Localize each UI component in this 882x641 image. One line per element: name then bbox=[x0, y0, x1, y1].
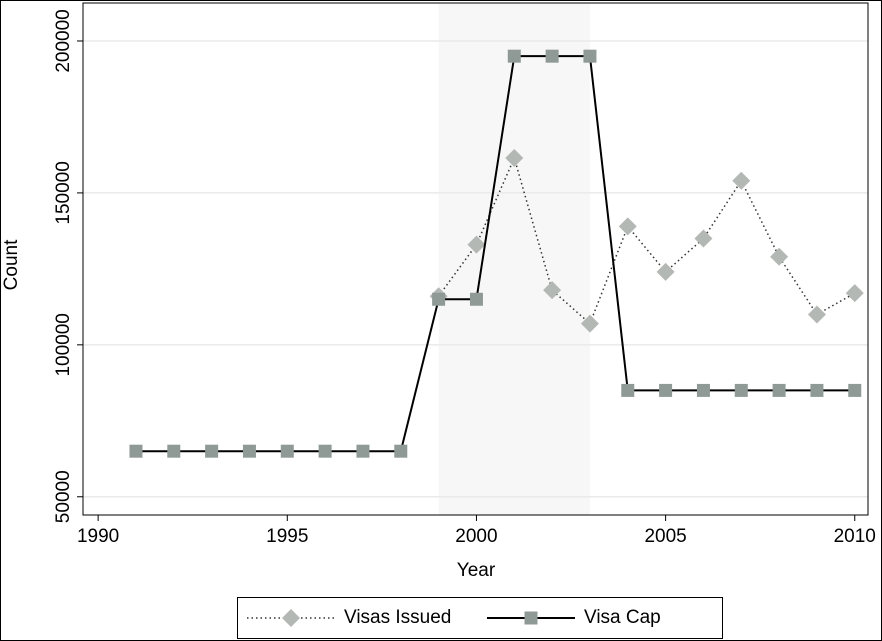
y-tick-label: 150000 bbox=[53, 161, 74, 224]
square-marker bbox=[848, 383, 862, 397]
square-marker bbox=[734, 383, 748, 397]
series-line bbox=[438, 155, 856, 325]
square-marker bbox=[432, 292, 446, 306]
y-tick-label: 50000 bbox=[53, 470, 74, 523]
y-axis-label: Count bbox=[1, 239, 22, 290]
highlight-band bbox=[438, 3, 590, 515]
square-marker bbox=[318, 444, 332, 458]
square-marker bbox=[167, 444, 181, 458]
legend-label: Visa Cap bbox=[584, 607, 661, 628]
diamond-marker bbox=[505, 148, 524, 167]
diamond-marker bbox=[807, 305, 826, 324]
diamond-marker bbox=[543, 281, 562, 300]
square-marker bbox=[810, 383, 824, 397]
square-marker bbox=[545, 49, 559, 63]
x-tick-label: 2010 bbox=[834, 526, 876, 547]
square-marker bbox=[394, 444, 408, 458]
y-tick-label: 200000 bbox=[53, 9, 74, 72]
square-marker bbox=[583, 49, 597, 63]
x-tick-label: 1995 bbox=[266, 526, 308, 547]
x-tick-label: 2000 bbox=[455, 526, 497, 547]
x-tick-label: 2005 bbox=[644, 526, 686, 547]
diamond-marker bbox=[770, 247, 789, 266]
plot-frame bbox=[82, 2, 869, 516]
diamond-marker bbox=[656, 262, 675, 281]
y-tick-label: 100000 bbox=[53, 313, 74, 376]
diamond-marker bbox=[732, 171, 751, 190]
square-marker bbox=[205, 444, 219, 458]
diamond-marker bbox=[467, 235, 486, 254]
legend-box bbox=[237, 597, 723, 639]
x-tick-label: 1990 bbox=[77, 526, 119, 547]
square-marker bbox=[772, 383, 786, 397]
diamond-marker bbox=[580, 314, 599, 333]
square-marker bbox=[621, 383, 635, 397]
square-marker bbox=[469, 292, 483, 306]
square-marker bbox=[507, 49, 521, 63]
square-marker bbox=[280, 444, 294, 458]
square-marker bbox=[242, 444, 256, 458]
x-axis-label: Year bbox=[457, 560, 496, 581]
square-marker bbox=[659, 383, 673, 397]
legend-label: Visas Issued bbox=[344, 607, 451, 628]
square-marker bbox=[129, 444, 143, 458]
diamond-marker bbox=[618, 217, 637, 236]
legend-marker bbox=[524, 611, 538, 625]
square-marker bbox=[696, 383, 710, 397]
diamond-marker bbox=[694, 229, 713, 248]
square-marker bbox=[356, 444, 370, 458]
diamond-marker bbox=[845, 284, 864, 303]
legend-marker bbox=[282, 609, 300, 627]
legend: Visas Issued Visa Cap bbox=[237, 597, 723, 639]
